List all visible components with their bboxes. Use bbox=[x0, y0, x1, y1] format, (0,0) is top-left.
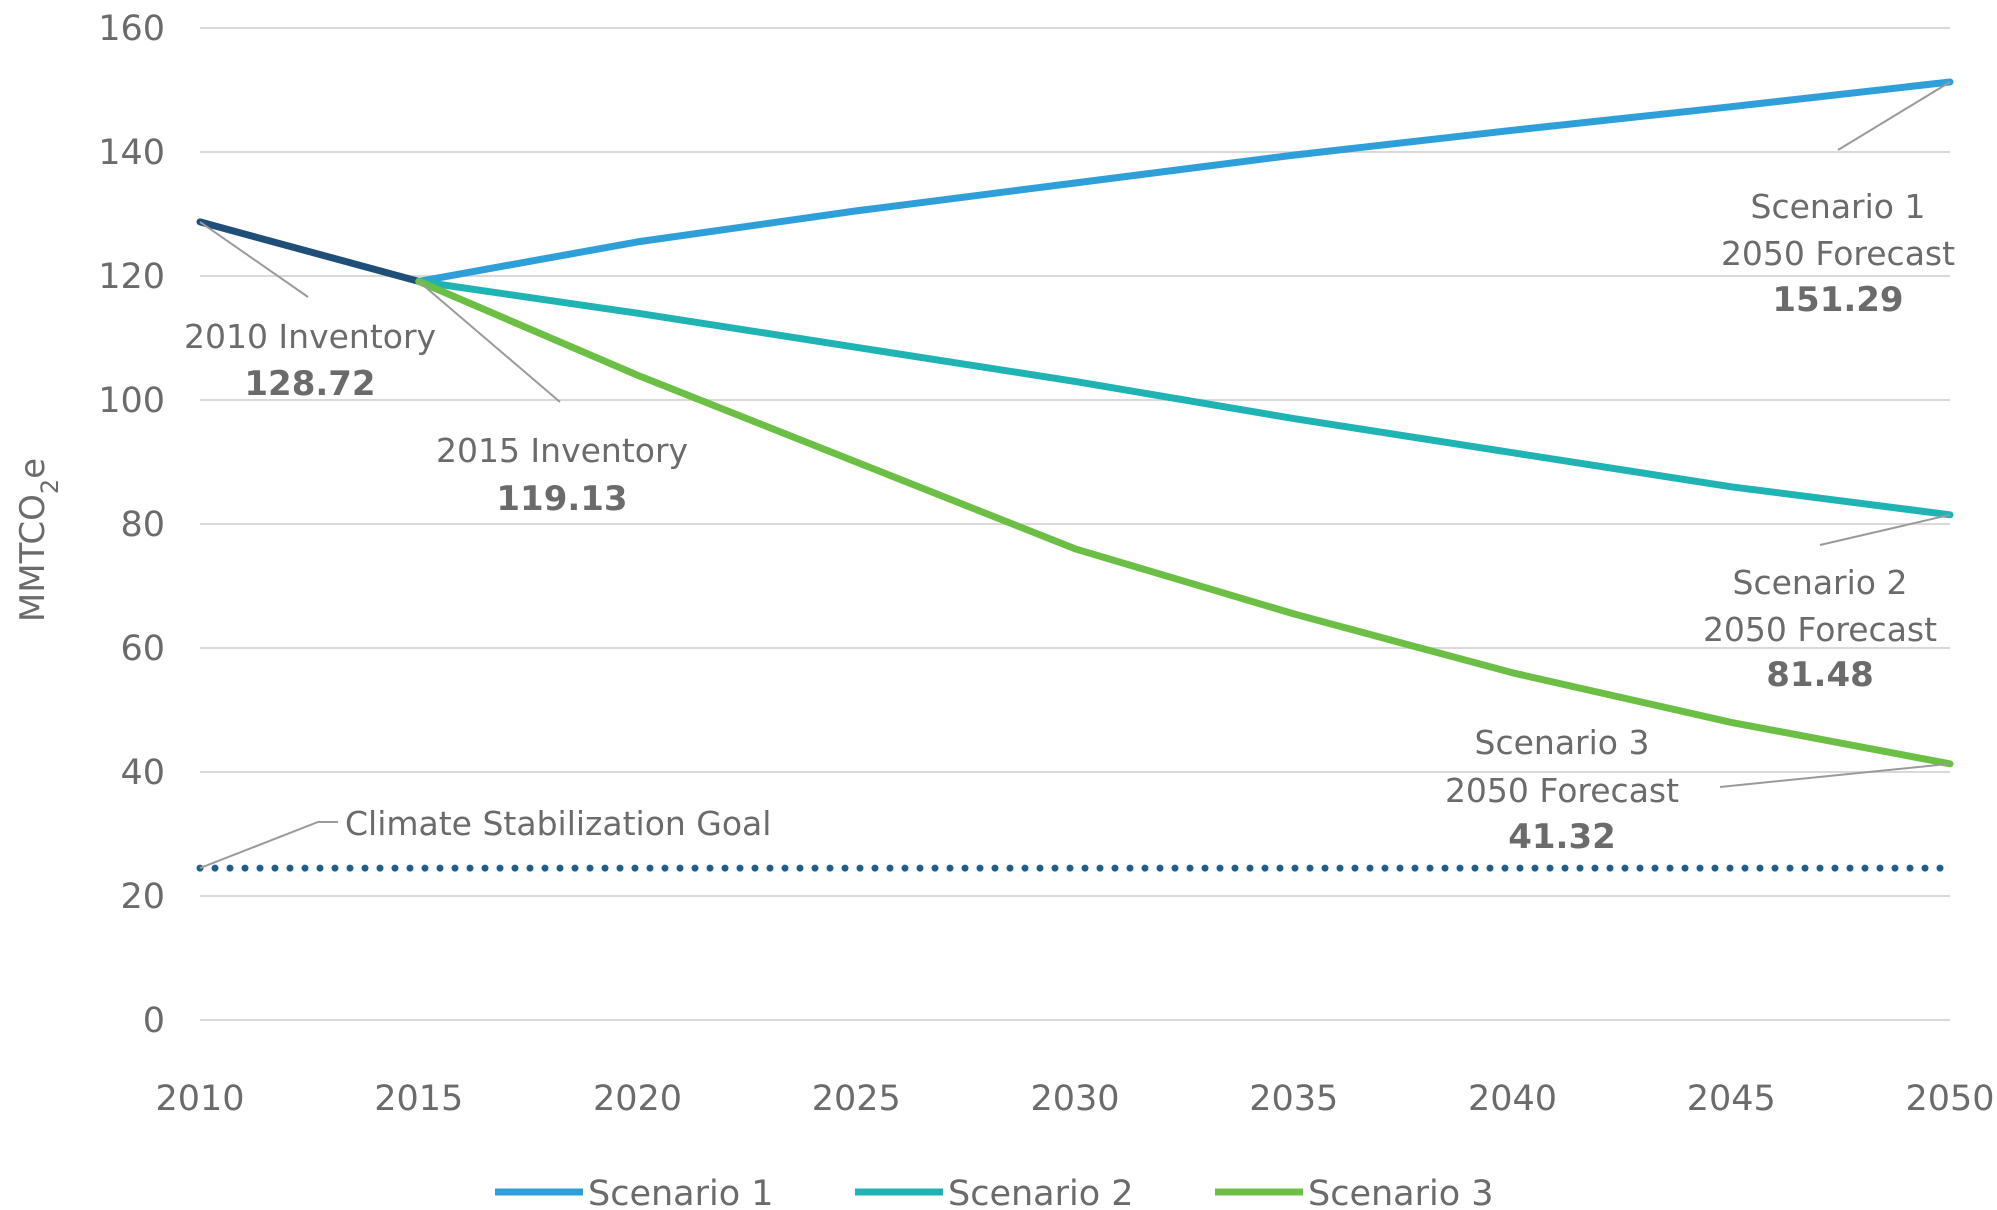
y-tick-160: 160 bbox=[98, 9, 165, 49]
x-tick-2035: 2035 bbox=[1249, 1079, 1338, 1119]
series-line-scenario-1 bbox=[415, 78, 1954, 285]
y-tick-40: 40 bbox=[120, 753, 165, 793]
series-line-scenario-2 bbox=[415, 277, 1954, 519]
annotation-scenario1-value: 151.29 bbox=[1772, 280, 1903, 320]
leader-scenario3 bbox=[1719, 762, 1951, 788]
annotation-2015-label: 2015 Inventory bbox=[436, 431, 688, 470]
y-axis-label: MMTCO2e bbox=[13, 458, 64, 622]
leader-2010 bbox=[199, 221, 309, 298]
annotation-2010-label: 2010 Inventory bbox=[184, 317, 436, 356]
series-line-scenario-3 bbox=[415, 277, 1954, 768]
inventory-line bbox=[196, 218, 423, 285]
annotation-2015-value: 119.13 bbox=[496, 479, 627, 519]
x-tick-2015: 2015 bbox=[374, 1079, 463, 1119]
y-tick-60: 60 bbox=[120, 629, 165, 669]
annotation-scenario2-value: 81.48 bbox=[1766, 655, 1874, 695]
annotation-scenario3-line2: 2050 Forecast bbox=[1445, 771, 1679, 810]
x-tick-2050: 2050 bbox=[1905, 1079, 1994, 1119]
annotation-scenario3-line1: Scenario 3 bbox=[1475, 723, 1650, 762]
annotation-scenario2-line2: 2050 Forecast bbox=[1703, 610, 1937, 649]
x-tick-2010: 2010 bbox=[155, 1079, 244, 1119]
x-tick-2040: 2040 bbox=[1468, 1079, 1557, 1119]
legend-label-scenario-1: Scenario 1 bbox=[588, 1174, 774, 1210]
y-axis-label-subscript: 2 bbox=[36, 479, 64, 494]
series-lines bbox=[415, 78, 1954, 768]
legend-label-scenario-2: Scenario 2 bbox=[948, 1174, 1134, 1210]
leader-scenario2 bbox=[1819, 513, 1951, 546]
y-tick-0: 0 bbox=[143, 1001, 165, 1041]
y-tick-140: 140 bbox=[98, 133, 165, 173]
annotation-scenario3-value: 41.32 bbox=[1508, 817, 1616, 857]
annotation-2010-value: 128.72 bbox=[244, 364, 375, 404]
goal-label: Climate Stabilization Goal bbox=[345, 804, 771, 843]
x-tick-2020: 2020 bbox=[593, 1079, 682, 1119]
leader-scenario1 bbox=[1837, 81, 1951, 151]
y-tick-120: 120 bbox=[98, 257, 165, 297]
legend: Scenario 1 Scenario 2 Scenario 3 bbox=[495, 1174, 1494, 1210]
x-axis-ticks: 2010 2015 2020 2025 2030 2035 2040 2045 2050 bbox=[155, 1079, 1994, 1119]
leader-goal bbox=[199, 821, 338, 870]
annotation-leaders bbox=[199, 81, 1951, 870]
x-tick-2030: 2030 bbox=[1030, 1079, 1119, 1119]
annotation-scenario1-line1: Scenario 1 bbox=[1751, 187, 1926, 226]
annotation-scenario2-line1: Scenario 2 bbox=[1733, 563, 1908, 602]
y-tick-100: 100 bbox=[98, 381, 165, 421]
x-tick-2025: 2025 bbox=[812, 1079, 901, 1119]
y-tick-80: 80 bbox=[120, 505, 165, 545]
y-axis-label-main: MMTCO bbox=[13, 494, 53, 622]
y-axis-ticks: 0 20 40 60 80 100 120 140 160 bbox=[98, 9, 165, 1041]
annotation-scenario1-line2: 2050 Forecast bbox=[1721, 234, 1955, 273]
x-tick-2045: 2045 bbox=[1687, 1079, 1776, 1119]
y-axis-label-suffix: e bbox=[13, 458, 53, 479]
y-tick-20: 20 bbox=[120, 877, 165, 917]
legend-label-scenario-3: Scenario 3 bbox=[1308, 1174, 1494, 1210]
gridlines bbox=[200, 27, 1950, 1021]
leader-2015 bbox=[418, 280, 561, 403]
